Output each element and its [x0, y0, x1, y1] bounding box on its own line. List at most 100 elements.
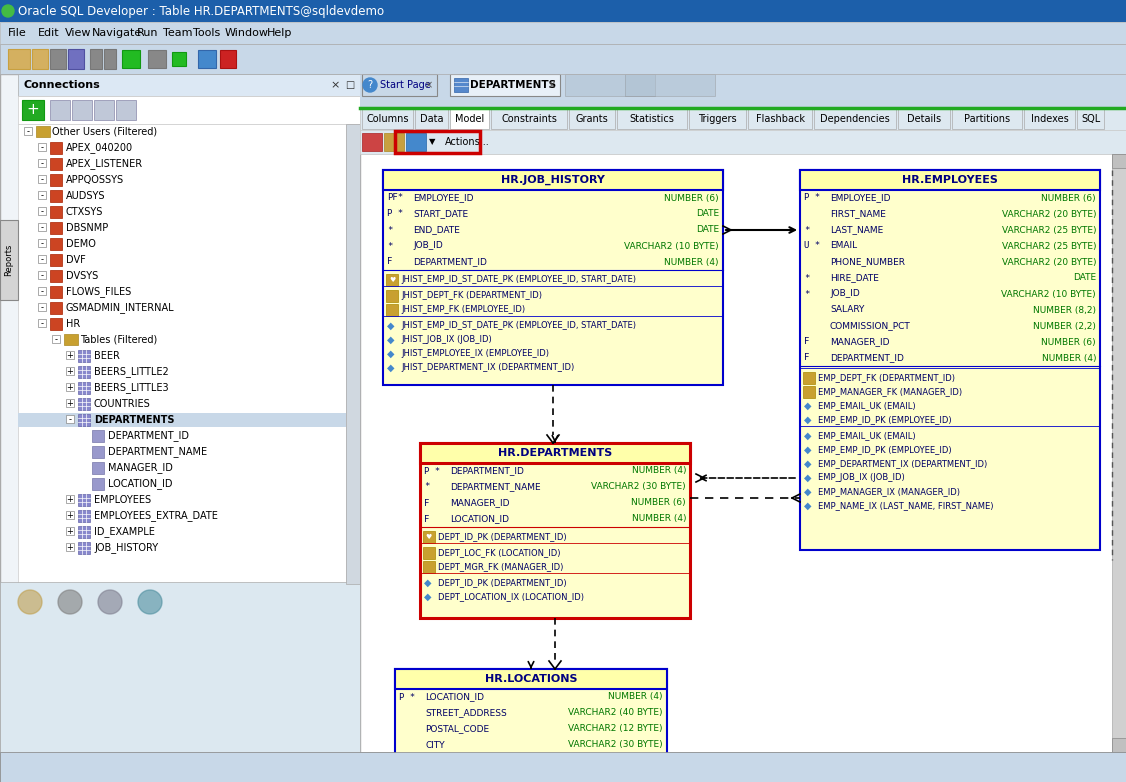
Text: DEPT_MGR_FK (MANAGER_ID): DEPT_MGR_FK (MANAGER_ID) — [438, 562, 563, 572]
Text: COUNTRIES: COUNTRIES — [93, 399, 151, 409]
Text: END_DATE: END_DATE — [413, 225, 459, 235]
Text: MANAGER_ID: MANAGER_ID — [450, 498, 509, 508]
Text: Data: Data — [420, 114, 444, 124]
Text: Connections: Connections — [24, 80, 100, 90]
Bar — [803, 386, 815, 398]
Text: START_DATE: START_DATE — [413, 210, 468, 218]
Text: NUMBER (4): NUMBER (4) — [632, 467, 686, 475]
Text: VARCHAR2 (10 BYTE): VARCHAR2 (10 BYTE) — [1001, 289, 1096, 299]
Text: ◆: ◆ — [387, 321, 394, 331]
Bar — [92, 430, 104, 442]
Bar — [50, 100, 70, 120]
Text: DVF: DVF — [66, 255, 86, 265]
Text: *: * — [804, 289, 810, 299]
Bar — [395, 669, 667, 764]
Text: -: - — [41, 160, 44, 168]
Bar — [600, 0, 1126, 22]
Text: VARCHAR2 (20 BYTE): VARCHAR2 (20 BYTE) — [1001, 257, 1096, 267]
Text: +: + — [66, 528, 73, 536]
Text: ◆: ◆ — [804, 459, 812, 469]
Text: Edit: Edit — [38, 28, 60, 38]
Text: CITY: CITY — [425, 741, 445, 749]
Bar — [66, 495, 74, 503]
Text: VARCHAR2 (40 BYTE): VARCHAR2 (40 BYTE) — [569, 708, 663, 718]
Text: +: + — [27, 102, 39, 117]
Text: ◆: ◆ — [387, 335, 394, 345]
Bar — [36, 126, 50, 137]
Text: EMP_DEPT_FK (DEPARTMENT_ID): EMP_DEPT_FK (DEPARTMENT_ID) — [817, 374, 955, 382]
Text: VARCHAR2 (30 BYTE): VARCHAR2 (30 BYTE) — [569, 741, 663, 749]
Text: EMPLOYEES_EXTRA_DATE: EMPLOYEES_EXTRA_DATE — [93, 511, 217, 522]
Bar — [384, 133, 404, 151]
Bar — [78, 398, 90, 410]
Text: JHIST_JOB_IX (JOB_ID): JHIST_JOB_IX (JOB_ID) — [401, 335, 492, 345]
Text: File: File — [8, 28, 27, 38]
Text: ◆: ◆ — [425, 592, 431, 602]
Bar — [386, 290, 397, 302]
Text: ◆: ◆ — [804, 501, 812, 511]
Text: VARCHAR2 (12 BYTE): VARCHAR2 (12 BYTE) — [569, 724, 663, 734]
Text: +: + — [66, 543, 73, 553]
Text: VARCHAR2 (10 BYTE): VARCHAR2 (10 BYTE) — [625, 242, 720, 250]
Bar — [32, 49, 48, 69]
Text: Actions...: Actions... — [445, 137, 490, 147]
Circle shape — [18, 590, 42, 614]
Text: ◆: ◆ — [804, 401, 812, 411]
Circle shape — [2, 5, 14, 17]
Bar — [122, 50, 140, 68]
Text: -: - — [41, 320, 44, 328]
Bar — [1078, 109, 1103, 129]
Bar — [68, 49, 84, 69]
Text: Triggers: Triggers — [698, 114, 736, 124]
Text: DVSYS: DVSYS — [66, 271, 98, 281]
Bar — [38, 239, 46, 247]
Text: ◆: ◆ — [804, 415, 812, 425]
Text: +: + — [66, 400, 73, 408]
Text: ◆: ◆ — [804, 473, 812, 483]
Bar — [38, 223, 46, 231]
Bar — [0, 752, 1126, 782]
Text: NUMBER (6): NUMBER (6) — [664, 193, 720, 203]
Text: ◆: ◆ — [804, 487, 812, 497]
Circle shape — [363, 78, 377, 92]
Bar — [78, 366, 90, 378]
Bar — [406, 133, 426, 151]
Text: LOCATION_ID: LOCATION_ID — [108, 479, 172, 490]
Bar — [116, 100, 136, 120]
Bar — [220, 50, 236, 68]
Bar — [420, 443, 690, 463]
Text: +: + — [66, 511, 73, 521]
Bar — [52, 335, 60, 343]
Bar — [386, 304, 397, 316]
Text: -: - — [41, 175, 44, 185]
Text: Navigate: Navigate — [92, 28, 142, 38]
Bar — [50, 142, 62, 154]
Bar — [0, 220, 18, 300]
Text: -: - — [41, 256, 44, 264]
Text: NUMBER (8,2): NUMBER (8,2) — [1033, 306, 1096, 314]
Text: F: F — [425, 498, 429, 508]
Text: P *: P * — [399, 693, 415, 701]
Bar — [198, 50, 216, 68]
Bar — [423, 547, 435, 559]
Text: NUMBER (2,2): NUMBER (2,2) — [1034, 321, 1096, 331]
Bar — [104, 49, 116, 69]
Text: DEPARTMENT_NAME: DEPARTMENT_NAME — [450, 482, 540, 492]
Text: ▼: ▼ — [429, 138, 436, 146]
Bar — [689, 109, 747, 129]
Text: -: - — [41, 239, 44, 249]
Bar — [1112, 154, 1126, 752]
Text: JHIST_EMP_FK (EMPLOYEE_ID): JHIST_EMP_FK (EMPLOYEE_ID) — [401, 306, 525, 314]
Bar — [1112, 738, 1126, 752]
Text: LOCATION_ID: LOCATION_ID — [425, 693, 484, 701]
Text: HIRE_DATE: HIRE_DATE — [830, 274, 879, 282]
Text: +: + — [66, 351, 73, 361]
Text: Other Users (Filtered): Other Users (Filtered) — [52, 127, 158, 137]
Text: EMP_JOB_IX (JOB_ID): EMP_JOB_IX (JOB_ID) — [817, 473, 905, 482]
Bar — [423, 561, 435, 573]
Bar — [38, 159, 46, 167]
Bar — [66, 511, 74, 519]
Bar — [38, 287, 46, 295]
Text: Grants: Grants — [575, 114, 608, 124]
Text: P *: P * — [425, 467, 440, 475]
